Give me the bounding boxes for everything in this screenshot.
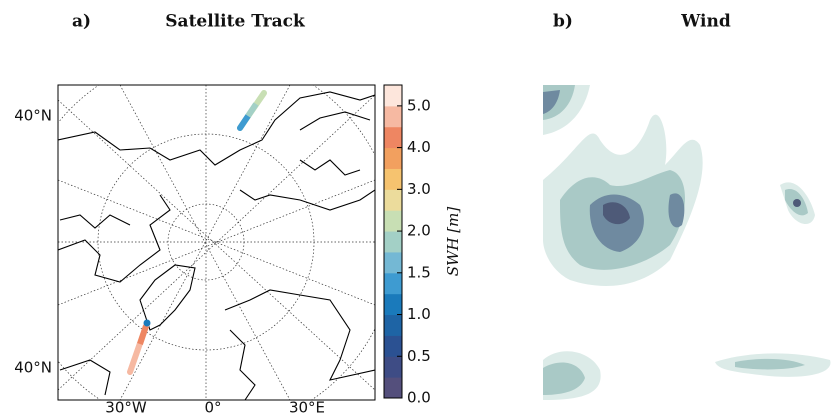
x-label: 0° xyxy=(204,399,221,416)
satellite-track xyxy=(127,90,267,375)
y-label: 40°N xyxy=(14,107,52,125)
colorbar-label: SWH [m] xyxy=(444,207,462,277)
colorbar-band xyxy=(384,126,402,149)
colorbar-band xyxy=(384,168,402,190)
colorbar-band xyxy=(384,293,402,316)
panel-label: a) xyxy=(72,12,91,32)
colorbar-band xyxy=(384,251,402,274)
colorbar-frame xyxy=(383,84,403,399)
panel-title: Wind xyxy=(680,12,731,32)
colorbar-tick-label: 1.0 xyxy=(407,305,431,323)
x-label: 30°W xyxy=(105,399,147,416)
colorbar-band xyxy=(384,231,402,253)
colorbar-band xyxy=(384,210,402,232)
colorbar-band xyxy=(384,189,402,211)
panel-title: Satellite Track xyxy=(165,12,306,32)
y-label: 40°N xyxy=(14,359,52,377)
colorbar-band xyxy=(384,85,402,107)
colorbar-band xyxy=(384,377,402,399)
map-frame xyxy=(57,84,376,401)
panel-label: b) xyxy=(553,12,573,32)
map xyxy=(58,85,375,400)
colorbar-band xyxy=(384,147,402,169)
colorbar-tick-label: 1.5 xyxy=(407,263,431,281)
colorbar-band xyxy=(384,272,402,295)
colorbar-tick-label: 0.5 xyxy=(407,347,431,365)
colorbar-band xyxy=(384,105,402,128)
x-label: 30°E xyxy=(289,399,325,416)
wind-field xyxy=(543,85,831,400)
colorbar-tick-label: 5.0 xyxy=(407,96,431,114)
colorbar-tick-label: 3.0 xyxy=(407,180,431,198)
colorbar-band xyxy=(384,314,402,336)
colorbar-band xyxy=(384,335,402,357)
colorbar-band xyxy=(384,356,402,378)
colorbar-tick-label: 4.0 xyxy=(407,138,431,156)
colorbar: 0.0 0.5 1.0 1.5 2.0 3.0 4.0 5.0 SWH [m] xyxy=(383,84,462,407)
colorbar-tick-label: 2.0 xyxy=(407,222,431,240)
colorbar-tick-label: 0.0 xyxy=(407,389,431,407)
